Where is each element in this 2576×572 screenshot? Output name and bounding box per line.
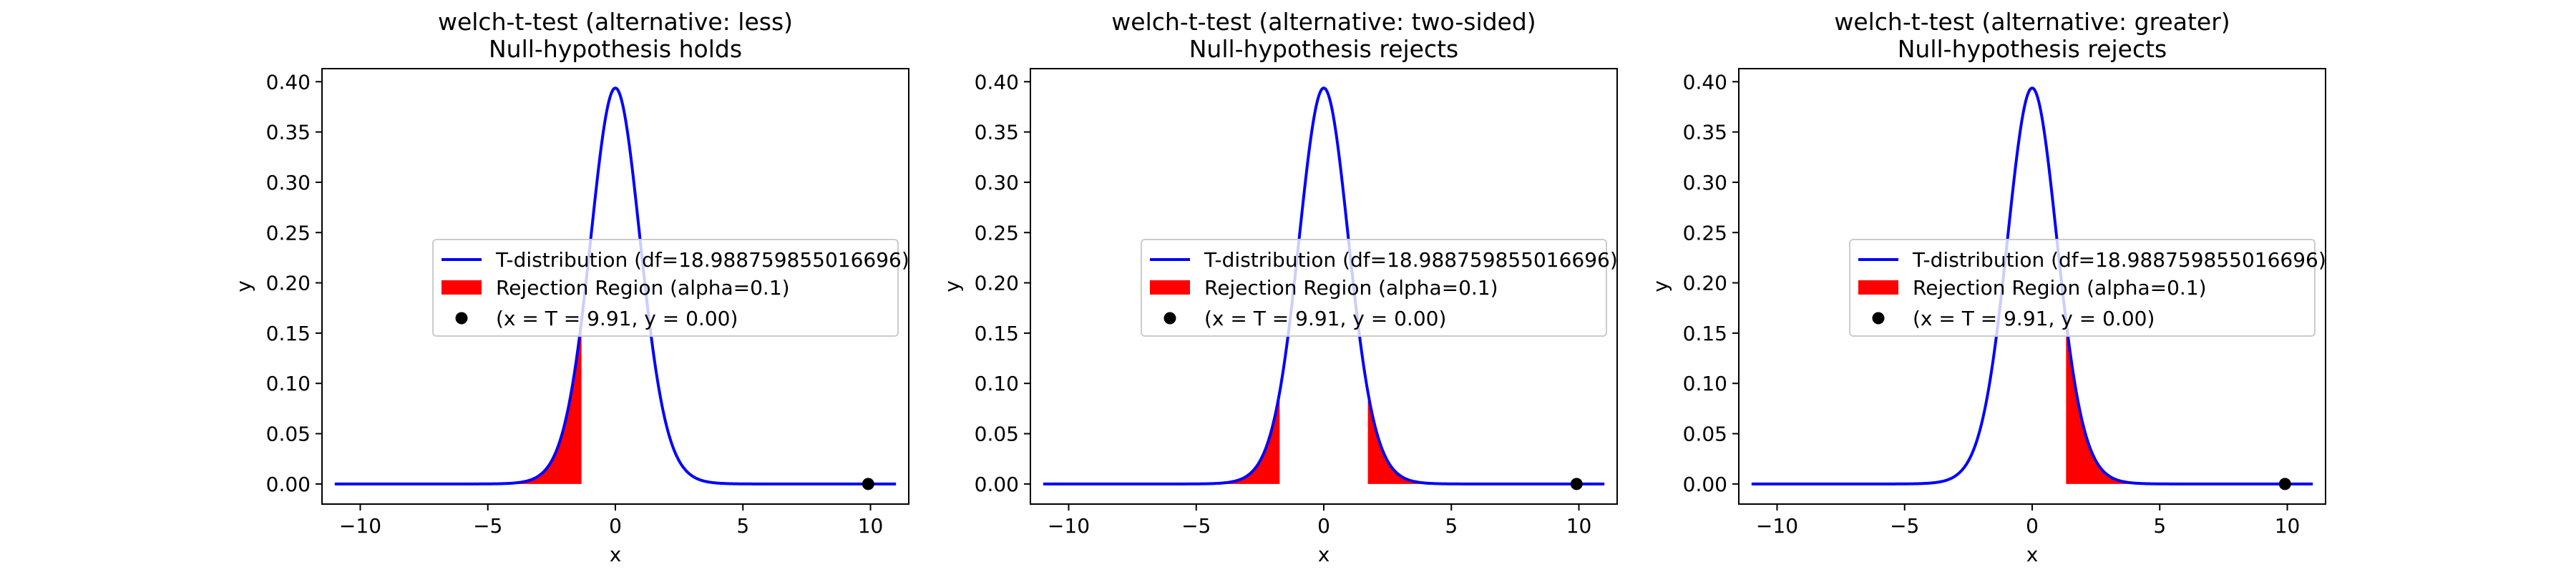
x-axis-label: x [610, 543, 622, 566]
chart-title: welch-t-test (alternative: greater) [1834, 8, 2230, 36]
x-tick-label: −5 [1181, 514, 1211, 538]
legend-box [1141, 239, 1607, 337]
y-tick-label: 0.10 [1683, 372, 1727, 395]
y-axis-label: y [1649, 280, 1672, 292]
legend-label-rejection: Rejection Region (alpha=0.1) [1204, 276, 1498, 300]
legend-box [1849, 239, 2316, 337]
y-tick-label: 0.25 [266, 221, 311, 245]
x-tick-label: 10 [858, 514, 884, 538]
legend-label-distribution: T-distribution (df=18.988759855016696) [1912, 248, 2326, 272]
t-distribution-line [1043, 87, 1605, 485]
y-tick-label: 0.05 [266, 423, 311, 446]
x-tick-label: −5 [473, 514, 502, 538]
y-tick-label: 0.15 [1683, 322, 1727, 345]
y-tick-label: 0.05 [1683, 423, 1727, 446]
x-tick-label: −5 [1890, 514, 1919, 538]
legend: T-distribution (df=18.988759855016696) Re… [1141, 239, 1618, 337]
x-tick-label: 0 [1317, 514, 1330, 538]
y-tick-label: 0.25 [975, 221, 1019, 245]
legend: T-distribution (df=18.988759855016696) Re… [1849, 239, 2326, 337]
t-distribution-line [1751, 87, 2313, 485]
statistic-point [1570, 478, 1583, 490]
y-tick-label: 0.00 [266, 473, 311, 496]
y-axis-label: y [232, 280, 255, 292]
legend-label-statistic: (x = T = 9.91, y = 0.00) [1204, 307, 1446, 330]
legend-label-statistic: (x = T = 9.91, y = 0.00) [1913, 307, 2155, 330]
x-tick-label: 0 [2026, 514, 2039, 538]
legend-label-statistic: (x = T = 9.91, y = 0.00) [496, 307, 738, 330]
rejection-region-1 [334, 320, 582, 484]
x-axis-label: x [1318, 543, 1330, 566]
y-tick-label: 0.30 [975, 171, 1019, 194]
y-tick-label: 0.15 [975, 322, 1019, 345]
x-tick-label: −10 [1048, 514, 1090, 538]
x-tick-label: 10 [1566, 514, 1592, 538]
legend-label-rejection: Rejection Region (alpha=0.1) [1913, 276, 2207, 300]
chart-subtitle: Null-hypothesis rejects [1189, 35, 1459, 63]
x-tick-label: 5 [2153, 514, 2166, 538]
rejection-region-2 [1367, 392, 1605, 484]
y-tick-label: 0.05 [975, 423, 1019, 446]
x-axis-label: x [2026, 543, 2039, 566]
x-tick-label: 10 [2275, 514, 2301, 538]
t-distribution-line [334, 87, 897, 485]
statistic-point [2278, 478, 2291, 490]
subplot-2: −10 −5 0 5 10 0.00 0.05 0.10 0.15 0.20 0.25 0.30 0.3… [940, 8, 1618, 566]
y-tick-label: 0.40 [975, 70, 1019, 94]
x-tick-label: −10 [1756, 514, 1798, 538]
y-tick-label: 0.15 [266, 322, 311, 345]
x-tick-label: 0 [609, 514, 622, 538]
y-tick-label: 0.20 [1683, 272, 1727, 295]
y-tick-label: 0.00 [1683, 473, 1727, 496]
statistic-point [862, 478, 874, 490]
subplot-1: −10 −5 0 5 10 0.00 0.05 0.10 0.15 0.20 0.25 0.30 0.3… [232, 8, 909, 566]
x-tick-label: 5 [1445, 514, 1458, 538]
legend-box [432, 239, 899, 337]
y-tick-label: 0.30 [1683, 171, 1727, 194]
subplot-3: −10 −5 0 5 10 0.00 0.05 0.10 0.15 0.20 0.25 0.30 0.3… [1649, 8, 2326, 566]
legend-label-distribution: T-distribution (df=18.988759855016696) [1204, 248, 1618, 272]
y-tick-label: 0.10 [975, 372, 1019, 395]
y-tick-label: 0.35 [1683, 121, 1727, 144]
chart-subtitle: Null-hypothesis rejects [1898, 35, 2167, 63]
legend-patch-swatch [1150, 280, 1190, 295]
legend-label-distribution: T-distribution (df=18.988759855016696) [495, 248, 909, 272]
chart-subtitle: Null-hypothesis holds [489, 35, 742, 63]
y-tick-label: 0.20 [975, 272, 1019, 295]
y-tick-label: 0.30 [266, 171, 311, 194]
legend-marker-swatch [1872, 312, 1885, 325]
x-tick-label: −10 [339, 514, 381, 538]
legend-marker-swatch [455, 312, 468, 325]
rejection-region-1 [1043, 392, 1280, 484]
y-tick-label: 0.35 [266, 121, 311, 144]
chart-title: welch-t-test (alternative: two-sided) [1111, 8, 1536, 36]
legend-label-rejection: Rejection Region (alpha=0.1) [496, 276, 790, 300]
rejection-region-1 [2066, 320, 2313, 484]
y-tick-label: 0.40 [266, 70, 311, 94]
y-tick-label: 0.40 [1683, 70, 1727, 94]
x-tick-label: 5 [736, 514, 749, 538]
legend: T-distribution (df=18.988759855016696) Re… [432, 239, 909, 337]
y-tick-label: 0.20 [266, 272, 311, 295]
y-tick-label: 0.00 [975, 473, 1019, 496]
y-tick-label: 0.10 [266, 372, 311, 395]
legend-patch-swatch [1858, 280, 1898, 295]
y-axis-label: y [940, 280, 964, 292]
y-tick-label: 0.35 [975, 121, 1019, 144]
legend-marker-swatch [1163, 312, 1176, 325]
y-tick-label: 0.25 [1683, 221, 1727, 245]
legend-patch-swatch [441, 280, 482, 295]
chart-title: welch-t-test (alternative: less) [438, 8, 793, 36]
